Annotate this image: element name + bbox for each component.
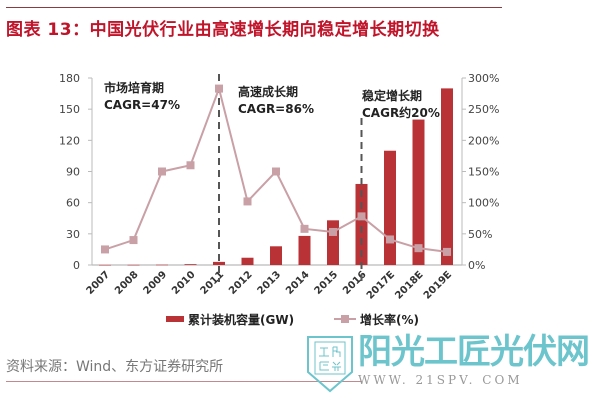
annotation-cagr: CAGR约20% — [362, 105, 440, 120]
annotation-period: 高速成长期 — [238, 84, 298, 99]
watermark-url: WWW. 21SPV. COM — [358, 373, 523, 387]
annotation-period: 稳定增长期 — [362, 88, 422, 103]
x-tick-label: 2017E — [365, 269, 397, 301]
right-tick-label: 50% — [468, 228, 492, 241]
x-tick-label: 2010 — [170, 269, 197, 296]
left-tick-label: 90 — [66, 166, 80, 179]
right-tick-label: 250% — [468, 103, 499, 116]
legend-line-label: 增长率(%) — [360, 312, 419, 327]
x-tick-label: 2018E — [393, 269, 425, 301]
annotation-cagr: CAGR=47% — [104, 98, 180, 112]
left-tick-label: 30 — [66, 228, 80, 241]
legend-line-marker — [341, 315, 349, 323]
growth-marker-2015 — [329, 227, 337, 236]
bar-2007 — [99, 264, 111, 266]
x-tick-label: 2012 — [227, 269, 254, 296]
left-tick-label: 60 — [66, 197, 80, 210]
bar-2015 — [327, 220, 339, 265]
growth-marker-2007 — [101, 245, 109, 254]
left-tick-label: 150 — [59, 103, 80, 116]
top-rule — [6, 7, 502, 8]
x-tick-label: 2019E — [422, 269, 454, 301]
right-tick-label: 100% — [468, 197, 499, 210]
bar-2009 — [156, 264, 168, 266]
growth-marker-2010 — [186, 161, 195, 170]
growth-marker-2019E — [443, 247, 451, 256]
growth-marker-2017E — [386, 235, 394, 244]
right-tick-label: 300% — [468, 72, 499, 85]
bar-2013 — [270, 246, 282, 265]
annotation-cagr: CAGR=86% — [238, 102, 314, 116]
left-tick-label: 0 — [73, 259, 80, 272]
legend-bar-label: 累计装机容量(GW) — [188, 312, 294, 327]
right-tick-label: 200% — [468, 134, 499, 147]
source-note: 资料来源：Wind、东方证券研究所 — [6, 359, 224, 375]
bar-2011 — [213, 261, 225, 265]
growth-marker-2016 — [357, 212, 366, 221]
watermark-logo — [307, 336, 353, 393]
x-tick-label: 2014 — [284, 269, 311, 296]
bar-2010 — [184, 264, 197, 265]
legend-bar-swatch — [166, 316, 184, 322]
bar-2018E — [412, 119, 425, 265]
figure-title: 图表 13：中国光伏行业由高速增长期向稳定增长期切换 — [6, 20, 440, 40]
right-tick-label: 150% — [468, 166, 499, 179]
bar-2014 — [298, 235, 311, 265]
bar-2016 — [355, 183, 368, 265]
left-tick-label: 180 — [59, 72, 80, 85]
bar-2019E — [441, 88, 453, 265]
x-tick-label: 2009 — [142, 269, 169, 296]
x-tick-label: 2016 — [341, 269, 368, 296]
right-tick-label: 0% — [468, 259, 485, 272]
growth-marker-2009 — [158, 167, 166, 176]
growth-marker-2018E — [414, 244, 423, 253]
growth-marker-2011 — [215, 84, 223, 93]
growth-marker-2008 — [129, 236, 138, 245]
bar-2012 — [241, 257, 254, 265]
x-tick-label: 2015 — [313, 269, 340, 296]
growth-marker-2012 — [243, 197, 252, 206]
x-tick-label: 2008 — [113, 269, 140, 296]
watermark-brand: 阳光工匠光伏网 — [358, 332, 590, 372]
bar-2008 — [127, 264, 140, 266]
growth-marker-2014 — [300, 224, 309, 233]
x-tick-label: 2011 — [199, 269, 226, 296]
bar-2017E — [384, 150, 396, 265]
x-tick-label: 2013 — [256, 269, 283, 296]
left-tick-label: 120 — [59, 134, 80, 147]
x-tick-label: 2007 — [85, 269, 112, 296]
annotation-period: 市场培育期 — [104, 80, 164, 95]
bottom-rule — [6, 381, 362, 382]
growth-marker-2013 — [272, 167, 280, 176]
